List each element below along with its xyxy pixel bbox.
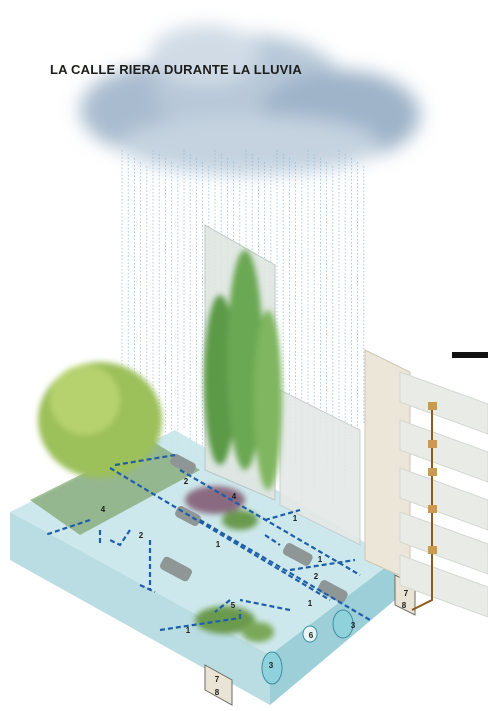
markers: 2 4 1 4 2 1 1 2 1 3 5 1 6 3 7 8 7 8 (101, 477, 409, 697)
floor-plate (399, 511, 488, 575)
marker-label: 1 (186, 626, 191, 635)
marker-label: 1 (318, 555, 323, 564)
marker-label: 1 (293, 514, 298, 523)
marker-label: 3 (269, 661, 274, 670)
marker-label: 2 (184, 477, 189, 486)
marker-label: 8 (215, 688, 220, 697)
floor-plates (399, 371, 488, 618)
marker-label: 4 (232, 492, 237, 501)
drainage-pipes (261, 609, 354, 685)
marker-label: 2 (314, 572, 319, 581)
floor-plate (399, 467, 488, 531)
marker-label: 8 (402, 601, 407, 610)
marker-label: 1 (308, 599, 313, 608)
black-bar (452, 352, 488, 358)
water-flow (44, 453, 371, 632)
downpipe-gutters (428, 402, 437, 554)
floor-plate (399, 554, 488, 618)
marker-label: 4 (101, 505, 106, 514)
trees (38, 250, 282, 642)
sidewalk-left (30, 440, 200, 535)
marker-label: 5 (231, 601, 236, 610)
marker-label: 6 (309, 631, 314, 640)
marker-label: 2 (139, 531, 144, 540)
title: LA CALLE RIERA DURANTE LA LLUVIA (50, 62, 302, 77)
floor-plate (399, 419, 488, 483)
marker-label: 1 (216, 540, 221, 549)
marker-label: 7 (215, 675, 220, 684)
cloud (80, 25, 420, 175)
marker-label: 7 (404, 589, 409, 598)
tank-front (204, 664, 233, 706)
street-side-face (270, 560, 395, 705)
floor-plate (399, 371, 488, 435)
street-front-face (10, 512, 270, 705)
marker-label: 3 (351, 621, 356, 630)
glass-facade (279, 389, 361, 546)
